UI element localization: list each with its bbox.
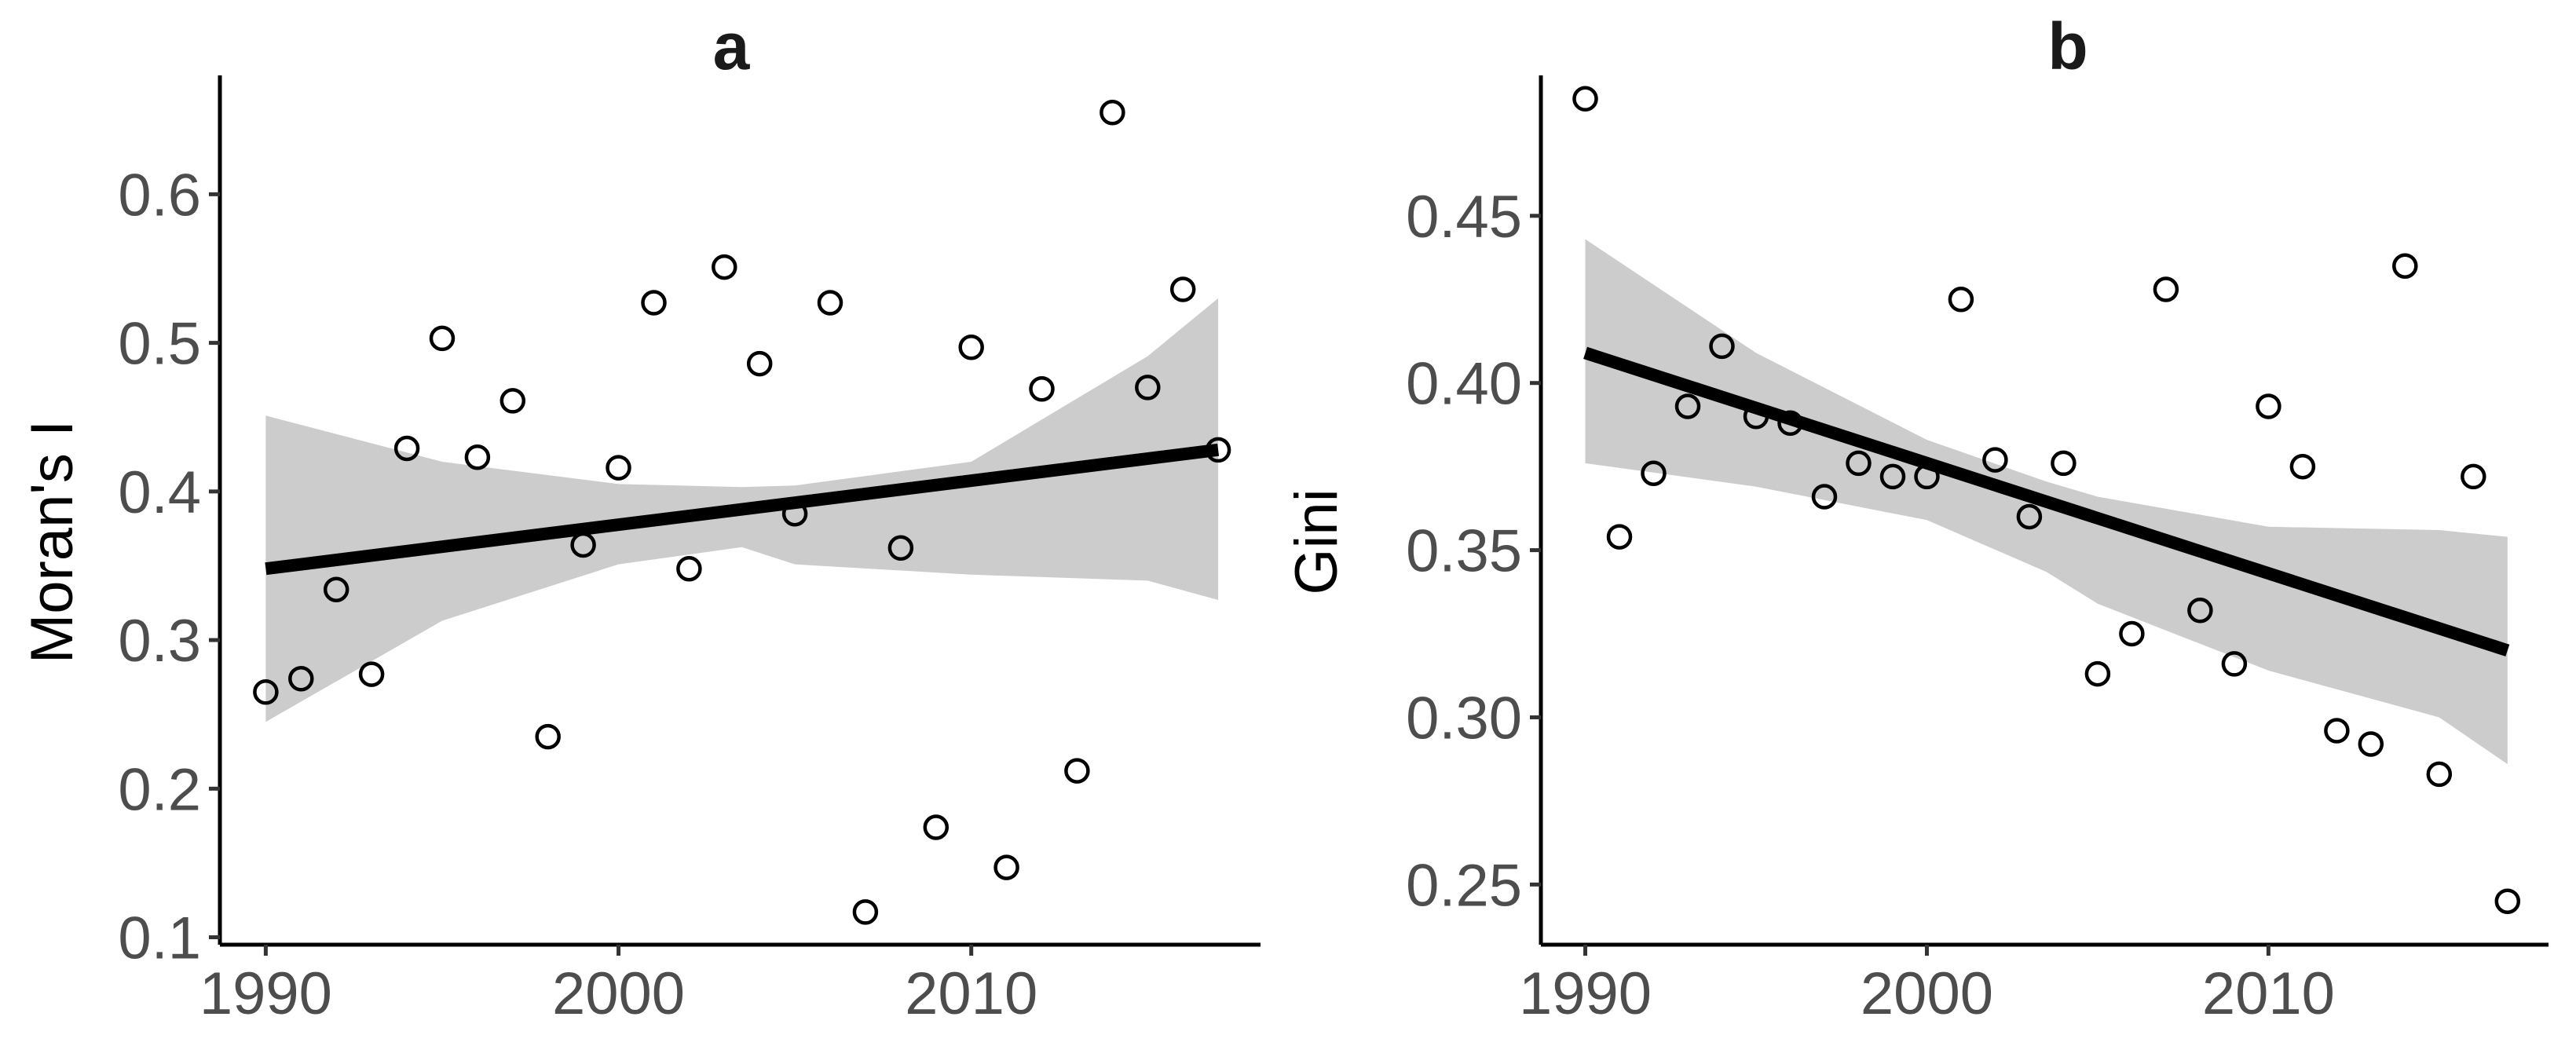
panel-b-point-2006 xyxy=(2119,620,2145,647)
panel-b: b Gini 1990 2000 2010 0.25 0.30 0.35 0.40 0.45 xyxy=(1283,9,2549,1027)
panel-b-x-tick-label-2000: 2000 xyxy=(1861,960,1993,1027)
panel-b-point-2015 xyxy=(2426,761,2453,788)
panel-a-point-2016 xyxy=(1169,276,1196,302)
panel-b-point-2010 xyxy=(2256,393,2281,419)
panel-a-point-2009 xyxy=(923,814,950,840)
panel-a-point-1999 xyxy=(570,532,596,558)
panel-b-y-tick-label-0.35: 0.35 xyxy=(1406,518,1522,585)
panel-a-point-1995 xyxy=(429,325,456,352)
panel-a-y-axis-title: Moran's I xyxy=(19,420,86,664)
panel-b-x-tick-label-1990: 1990 xyxy=(1519,960,1652,1027)
panel-a-point-2000 xyxy=(606,455,631,481)
panel-a-point-1994 xyxy=(393,435,420,462)
panel-b-point-1994 xyxy=(1709,333,1735,360)
panel-b-point-2012 xyxy=(2324,718,2350,744)
panel-b-point-2000 xyxy=(1914,463,1940,490)
panel-a-y-tick-label-0.3: 0.3 xyxy=(118,608,201,675)
panel-a-y-tick-label-0.1: 0.1 xyxy=(118,905,201,972)
panel-a-point-1991 xyxy=(288,666,314,692)
panel-a-y-tick-label-0.2: 0.2 xyxy=(118,756,201,823)
panel-b-point-2013 xyxy=(2358,731,2384,757)
panel-b-point-1995 xyxy=(1743,404,1769,430)
panel-a-point-2014 xyxy=(1100,100,1125,126)
panel-a: a Moran's I 1990 2000 2010 0.1 0.2 0.3 0.4 0.5 0… xyxy=(19,9,1261,1027)
panel-a-point-2006 xyxy=(817,290,843,316)
panel-b-point-2011 xyxy=(2289,453,2316,480)
panel-a-point-1993 xyxy=(358,661,385,687)
panel-b-point-1992 xyxy=(1641,460,1667,486)
panel-a-x-tick-label-2010: 2010 xyxy=(905,960,1037,1027)
panel-a-regression-line xyxy=(265,443,1220,576)
panel-a-point-2004 xyxy=(746,350,773,377)
panel-a-point-1998 xyxy=(535,723,561,750)
panel-b-y-tick-label-0.25: 0.25 xyxy=(1406,852,1522,919)
panel-b-x-tick-label-2010: 2010 xyxy=(2202,960,2335,1027)
panel-a-point-1997 xyxy=(499,388,526,414)
panel-a-point-2001 xyxy=(641,290,667,316)
panel-a-point-1992 xyxy=(323,576,349,602)
panel-b-point-2017 xyxy=(2494,888,2521,914)
panel-b-point-1993 xyxy=(1674,393,1701,419)
panel-a-point-2012 xyxy=(1029,376,1055,402)
panel-b-point-2004 xyxy=(2051,450,2077,477)
panel-b-point-2002 xyxy=(1982,447,2008,473)
panel-a-y-tick-label-0.6: 0.6 xyxy=(118,162,201,229)
panel-a-point-2015 xyxy=(1135,375,1161,400)
panel-a-title: a xyxy=(713,9,751,83)
panel-a-point-2007 xyxy=(852,899,879,925)
panel-a-x-tick-label-1990: 1990 xyxy=(199,960,332,1027)
panel-a-point-2008 xyxy=(887,535,914,561)
panel-b-point-1997 xyxy=(1811,484,1838,510)
panel-b-point-2005 xyxy=(2084,660,2111,687)
panel-b-point-1998 xyxy=(1846,450,1872,477)
panel-a-point-2017 xyxy=(1205,437,1231,463)
panel-a-point-2013 xyxy=(1064,758,1090,784)
panel-b-point-2009 xyxy=(2221,651,2248,677)
panel-b-y-tick-label-0.40: 0.40 xyxy=(1406,351,1522,418)
panel-a-y-tick-label-0.4: 0.4 xyxy=(118,459,201,526)
panel-b-y-tick-label-0.30: 0.30 xyxy=(1406,685,1522,752)
panel-b-point-1990 xyxy=(1572,86,1598,112)
panel-b-point-2016 xyxy=(2461,463,2486,490)
panel-a-point-2010 xyxy=(958,335,984,360)
panel-b-point-1999 xyxy=(1879,463,1906,490)
panel-a-point-2011 xyxy=(993,854,1019,880)
panel-a-point-1996 xyxy=(464,444,491,470)
panel-b-point-2001 xyxy=(1948,287,1974,313)
panel-b-point-2003 xyxy=(2016,503,2043,530)
panel-b-y-axis-title: Gini xyxy=(1283,488,1350,594)
panel-a-point-1990 xyxy=(253,679,279,705)
panel-b-point-2008 xyxy=(2187,597,2213,624)
panel-b-regression-line xyxy=(1583,346,2510,656)
panel-b-point-1991 xyxy=(1606,524,1633,550)
panel-a-point-2003 xyxy=(712,254,737,280)
panel-a-point-2005 xyxy=(781,500,808,527)
panel-b-point-2014 xyxy=(2392,253,2418,279)
panel-b-point-1996 xyxy=(1777,410,1803,437)
panel-b-title: b xyxy=(2047,9,2088,83)
panel-b-point-2007 xyxy=(2153,276,2179,302)
panel-a-point-2002 xyxy=(676,555,702,582)
panel-b-y-tick-label-0.45: 0.45 xyxy=(1406,184,1522,251)
panel-a-y-tick-label-0.5: 0.5 xyxy=(118,311,201,378)
panel-a-x-tick-label-2000: 2000 xyxy=(552,960,685,1027)
